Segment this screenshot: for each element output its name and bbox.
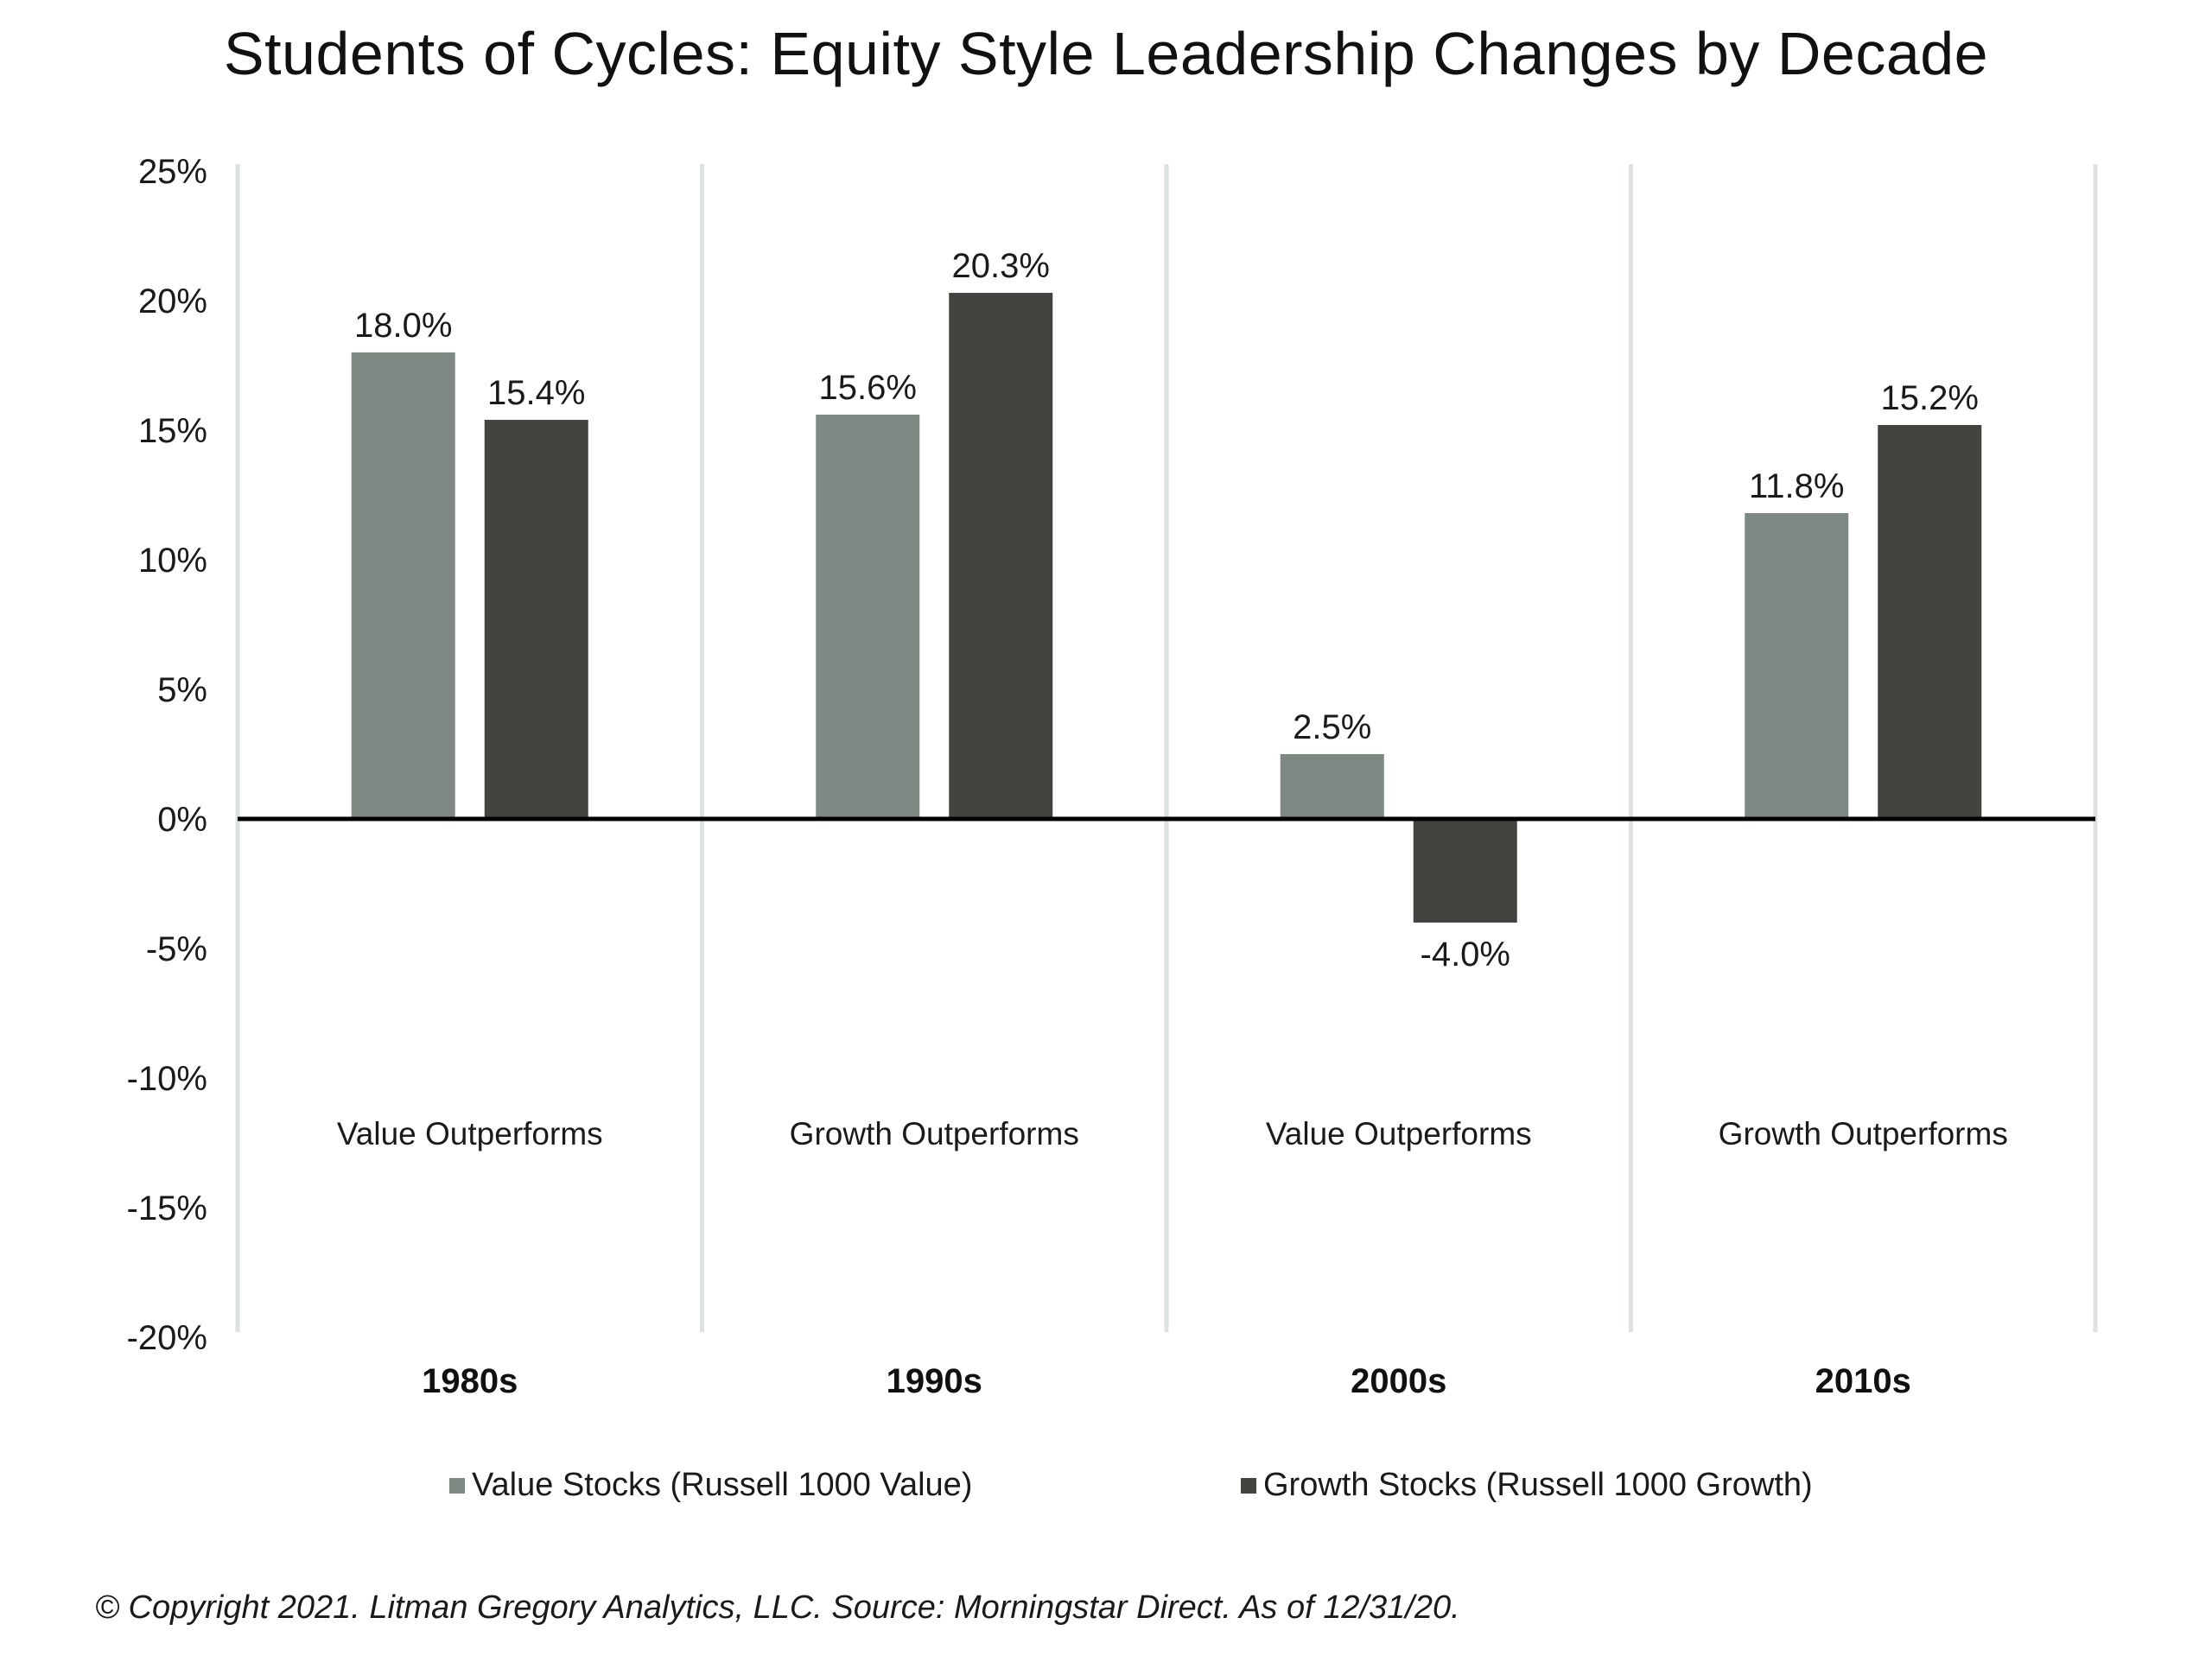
- legend-swatch-value: [449, 1477, 465, 1494]
- y-tick-label: 15%: [138, 412, 207, 450]
- bar-data-label: 11.8%: [1749, 467, 1844, 505]
- y-tick-label: 10%: [138, 542, 207, 580]
- bar-value: [351, 352, 455, 819]
- y-tick-label: 20%: [138, 282, 207, 320]
- bar-value: [816, 415, 920, 819]
- decade-dividers: [235, 164, 2098, 1332]
- bar-data-label: -4.0%: [1421, 936, 1511, 974]
- legend: Value Stocks (Russell 1000 Value) Growth…: [0, 1467, 2212, 1510]
- bar-data-label: 2.5%: [1293, 708, 1371, 746]
- decade-annotations: Value Outperforms Growth Outperforms Value…: [337, 1116, 2008, 1151]
- x-tick-label: 2000s: [1351, 1362, 1446, 1400]
- bar-data-label: 15.4%: [487, 374, 585, 412]
- legend-label-value: Value Stocks (Russell 1000 Value): [472, 1467, 973, 1503]
- x-tick-label: 1990s: [887, 1362, 982, 1400]
- bar-data-label: 20.3%: [952, 247, 1050, 285]
- bar-value: [1280, 754, 1384, 819]
- bar-data-label: 15.2%: [1881, 379, 1979, 417]
- legend-item-growth: Growth Stocks (Russell 1000 Growth): [1241, 1467, 1813, 1504]
- decade-annotation: Growth Outperforms: [1719, 1116, 2008, 1151]
- legend-item-value: Value Stocks (Russell 1000 Value): [449, 1467, 972, 1504]
- x-tick-label: 1980s: [422, 1362, 518, 1400]
- bar-growth: [1413, 819, 1517, 923]
- bar-growth: [1878, 425, 1982, 819]
- decade-annotation: Value Outperforms: [337, 1116, 603, 1151]
- x-tick-label: 2010s: [1815, 1362, 1911, 1400]
- bars: [351, 293, 1982, 923]
- bar-data-label: 15.6%: [819, 369, 917, 407]
- bar-growth: [484, 420, 588, 819]
- y-tick-label: 0%: [157, 801, 207, 839]
- bar-value-labels: 18.0% 15.4% 15.6% 20.3% 2.5% -4.0% 11.8% 15.2%: [354, 247, 1979, 974]
- y-tick-label: -10%: [127, 1060, 207, 1098]
- bar-data-label: 18.0%: [354, 307, 452, 345]
- decade-annotation: Value Outperforms: [1266, 1116, 1532, 1151]
- legend-swatch-growth: [1241, 1477, 1256, 1494]
- legend-label-growth: Growth Stocks (Russell 1000 Growth): [1263, 1467, 1813, 1503]
- bar-value: [1745, 513, 1849, 819]
- bar-growth: [949, 293, 1053, 819]
- y-tick-label: 5%: [157, 671, 207, 709]
- y-axis-ticks: 25% 20% 15% 10% 5% 0% -5% -10% -15% -20%: [127, 153, 207, 1357]
- decade-annotation: Growth Outperforms: [790, 1116, 1079, 1151]
- y-tick-label: 25%: [138, 153, 207, 191]
- x-axis-ticks: 1980s 1990s 2000s 2010s: [422, 1362, 1911, 1400]
- chart-title: Students of Cycles: Equity Style Leaders…: [223, 20, 1989, 87]
- y-tick-label: -20%: [127, 1319, 207, 1357]
- copyright-footer: © Copyright 2021. Litman Gregory Analyti…: [95, 1589, 1460, 1626]
- y-tick-label: -15%: [127, 1189, 207, 1227]
- y-tick-label: -5%: [146, 930, 207, 968]
